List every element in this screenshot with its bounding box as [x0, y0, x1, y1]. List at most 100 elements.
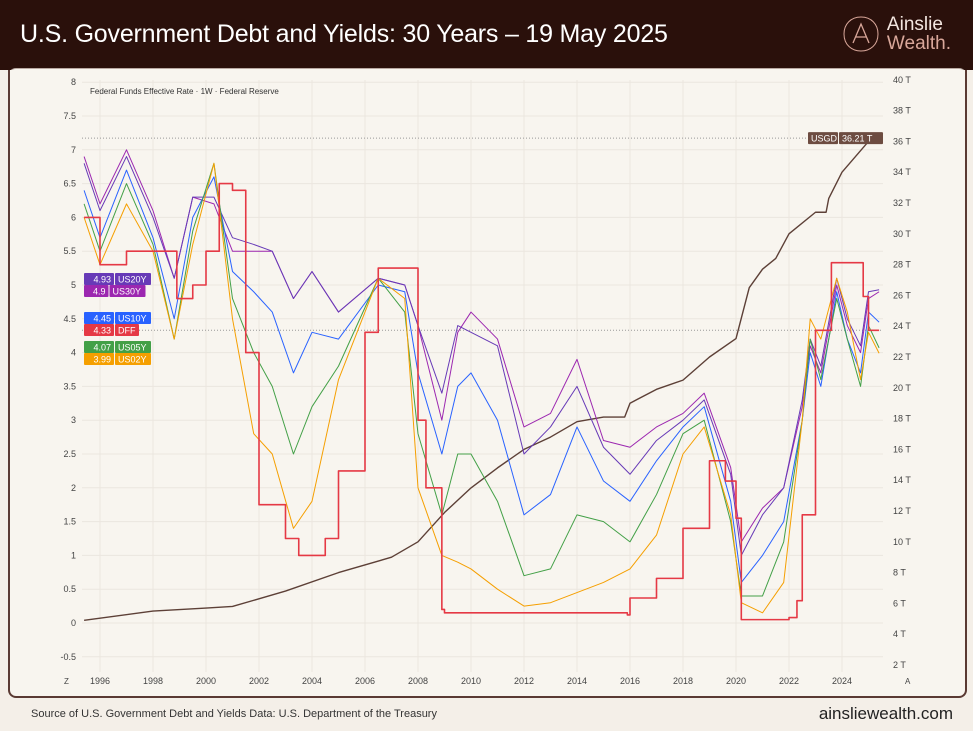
price-label-name: US20Y — [118, 275, 147, 285]
price-label-name-bg — [109, 285, 146, 297]
y-left-tick-label: 0 — [71, 618, 76, 628]
x-tick-label: 2014 — [567, 676, 587, 686]
y-left-tick-label: 6 — [71, 212, 76, 222]
price-label-name-bg — [115, 273, 151, 285]
x-tick-label: 2008 — [408, 676, 428, 686]
price-label-value-bg — [84, 285, 109, 297]
y-left-tick-label: 2 — [71, 483, 76, 493]
x-tick-label: 1998 — [143, 676, 163, 686]
price-label-value-bg — [84, 353, 114, 365]
x-tick-label: 2010 — [461, 676, 481, 686]
us30y-line — [83, 149, 880, 543]
price-label-name-bg — [115, 341, 151, 353]
y-right-tick-label: 30 T — [893, 229, 911, 239]
price-label-name: US02Y — [118, 355, 147, 365]
price-label-value: 4.33 — [93, 326, 111, 336]
price-label-value: 4.93 — [93, 275, 111, 285]
usgd-name: USGD — [811, 134, 838, 144]
y-left-tick-label: 2.5 — [63, 449, 76, 459]
price-label-value: 4.45 — [93, 314, 111, 324]
price-label-name: US10Y — [118, 314, 147, 324]
ainslie-wealth-logo: Ainslie Wealth. — [841, 14, 951, 54]
x-tick-label: 2002 — [249, 676, 269, 686]
y-left-tick-label: 7 — [71, 145, 76, 155]
y-right-tick-label: 18 T — [893, 414, 911, 424]
price-label-name-bg — [115, 324, 139, 336]
y-right-tick-label: 22 T — [893, 352, 911, 362]
y-left-tick-label: 4 — [71, 348, 76, 358]
y-right-tick-label: 26 T — [893, 290, 911, 300]
usgd-name-bg — [808, 132, 838, 145]
x-edge-label: Z — [64, 677, 69, 686]
price-label-name: US30Y — [113, 287, 142, 297]
logo-line1: Ainslie — [886, 14, 943, 35]
us05y-line — [83, 162, 880, 597]
price-label-name-bg — [115, 353, 151, 365]
price-label-value-bg — [84, 341, 114, 353]
price-label-name-bg — [115, 312, 151, 324]
logo-a-icon — [843, 16, 879, 52]
price-label-value: 3.99 — [93, 355, 111, 365]
y-right-tick-label: 10 T — [893, 537, 911, 547]
y-right-tick-label: 2 T — [893, 660, 906, 670]
x-tick-label: 1996 — [90, 676, 110, 686]
y-right-tick-label: 28 T — [893, 260, 911, 270]
y-right-tick-label: 32 T — [893, 198, 911, 208]
y-right-tick-label: 38 T — [893, 106, 911, 116]
y-left-tick-label: -0.5 — [60, 652, 76, 662]
x-tick-label: 2022 — [779, 676, 799, 686]
y-right-tick-label: 36 T — [893, 136, 911, 146]
usgd-value: 36.21 T — [842, 134, 873, 144]
y-left-tick-label: 7.5 — [63, 111, 76, 121]
y-right-tick-label: 24 T — [893, 321, 911, 331]
x-tick-label: 2016 — [620, 676, 640, 686]
page-title: U.S. Government Debt and Yields: 30 Year… — [20, 20, 668, 48]
price-label-value-bg — [84, 273, 114, 285]
y-left-tick-label: 6.5 — [63, 179, 76, 189]
y-right-tick-label: 16 T — [893, 444, 911, 454]
x-tick-label: 2012 — [514, 676, 534, 686]
y-right-tick-label: 20 T — [893, 383, 911, 393]
y-left-tick-label: 8 — [71, 77, 76, 87]
logo-line2: Wealth. — [886, 33, 951, 54]
y-left-tick-label: 5 — [71, 280, 76, 290]
x-tick-label: 2020 — [726, 676, 746, 686]
y-right-tick-label: 4 T — [893, 629, 906, 639]
y-right-tick-label: 8 T — [893, 568, 906, 578]
price-labels: 4.93 US20Y 4.9 US30Y 4.45 US10Y 4.33 DFF 4.07 US0… — [84, 132, 883, 365]
y-left-tick-label: 1 — [71, 550, 76, 560]
y-right-tick-label: 12 T — [893, 506, 911, 516]
price-label-value-bg — [84, 312, 114, 324]
dff-line — [84, 182, 880, 621]
y-left-tick-label: 4.5 — [63, 314, 76, 324]
price-label-name: US05Y — [118, 343, 147, 353]
header: U.S. Government Debt and Yields: 30 Year… — [0, 0, 973, 70]
x-tick-label: 2004 — [302, 676, 322, 686]
grid — [82, 80, 883, 672]
price-label-value-bg — [84, 324, 114, 336]
y-left-tick-label: 1.5 — [63, 517, 76, 527]
x-tick-label: 2018 — [673, 676, 693, 686]
y-left-tick-label: 5.5 — [63, 246, 76, 256]
y-right-tick-label: 6 T — [893, 598, 906, 608]
y-left-tick-label: 0.5 — [63, 584, 76, 594]
series-lines — [83, 137, 880, 622]
us20y-line — [83, 156, 880, 556]
website-link[interactable]: ainsliewealth.com — [818, 704, 953, 723]
usgd-value-bg — [839, 132, 883, 145]
chart-card — [8, 70, 967, 698]
chart-title: Federal Funds Effective Rate · 1W · Fede… — [90, 87, 279, 96]
x-tick-label: 2006 — [355, 676, 375, 686]
y-left-tick-label: 3.5 — [63, 381, 76, 391]
source-note: Source of U.S. Government Debt and Yield… — [31, 708, 437, 720]
axis-ticks: 1996 1998 2000 2002 2004 2006 2008 2010 2012 2014… — [60, 75, 911, 686]
y-right-tick-label: 40 T — [893, 75, 911, 85]
price-label-value: 4.07 — [93, 343, 111, 353]
x-edge-label: A — [905, 677, 911, 686]
price-label-value: 4.9 — [93, 287, 106, 297]
us10y-line — [83, 169, 880, 583]
y-right-tick-label: 14 T — [893, 475, 911, 485]
price-label-name: DFF — [118, 326, 136, 336]
y-left-tick-label: 3 — [71, 415, 76, 425]
